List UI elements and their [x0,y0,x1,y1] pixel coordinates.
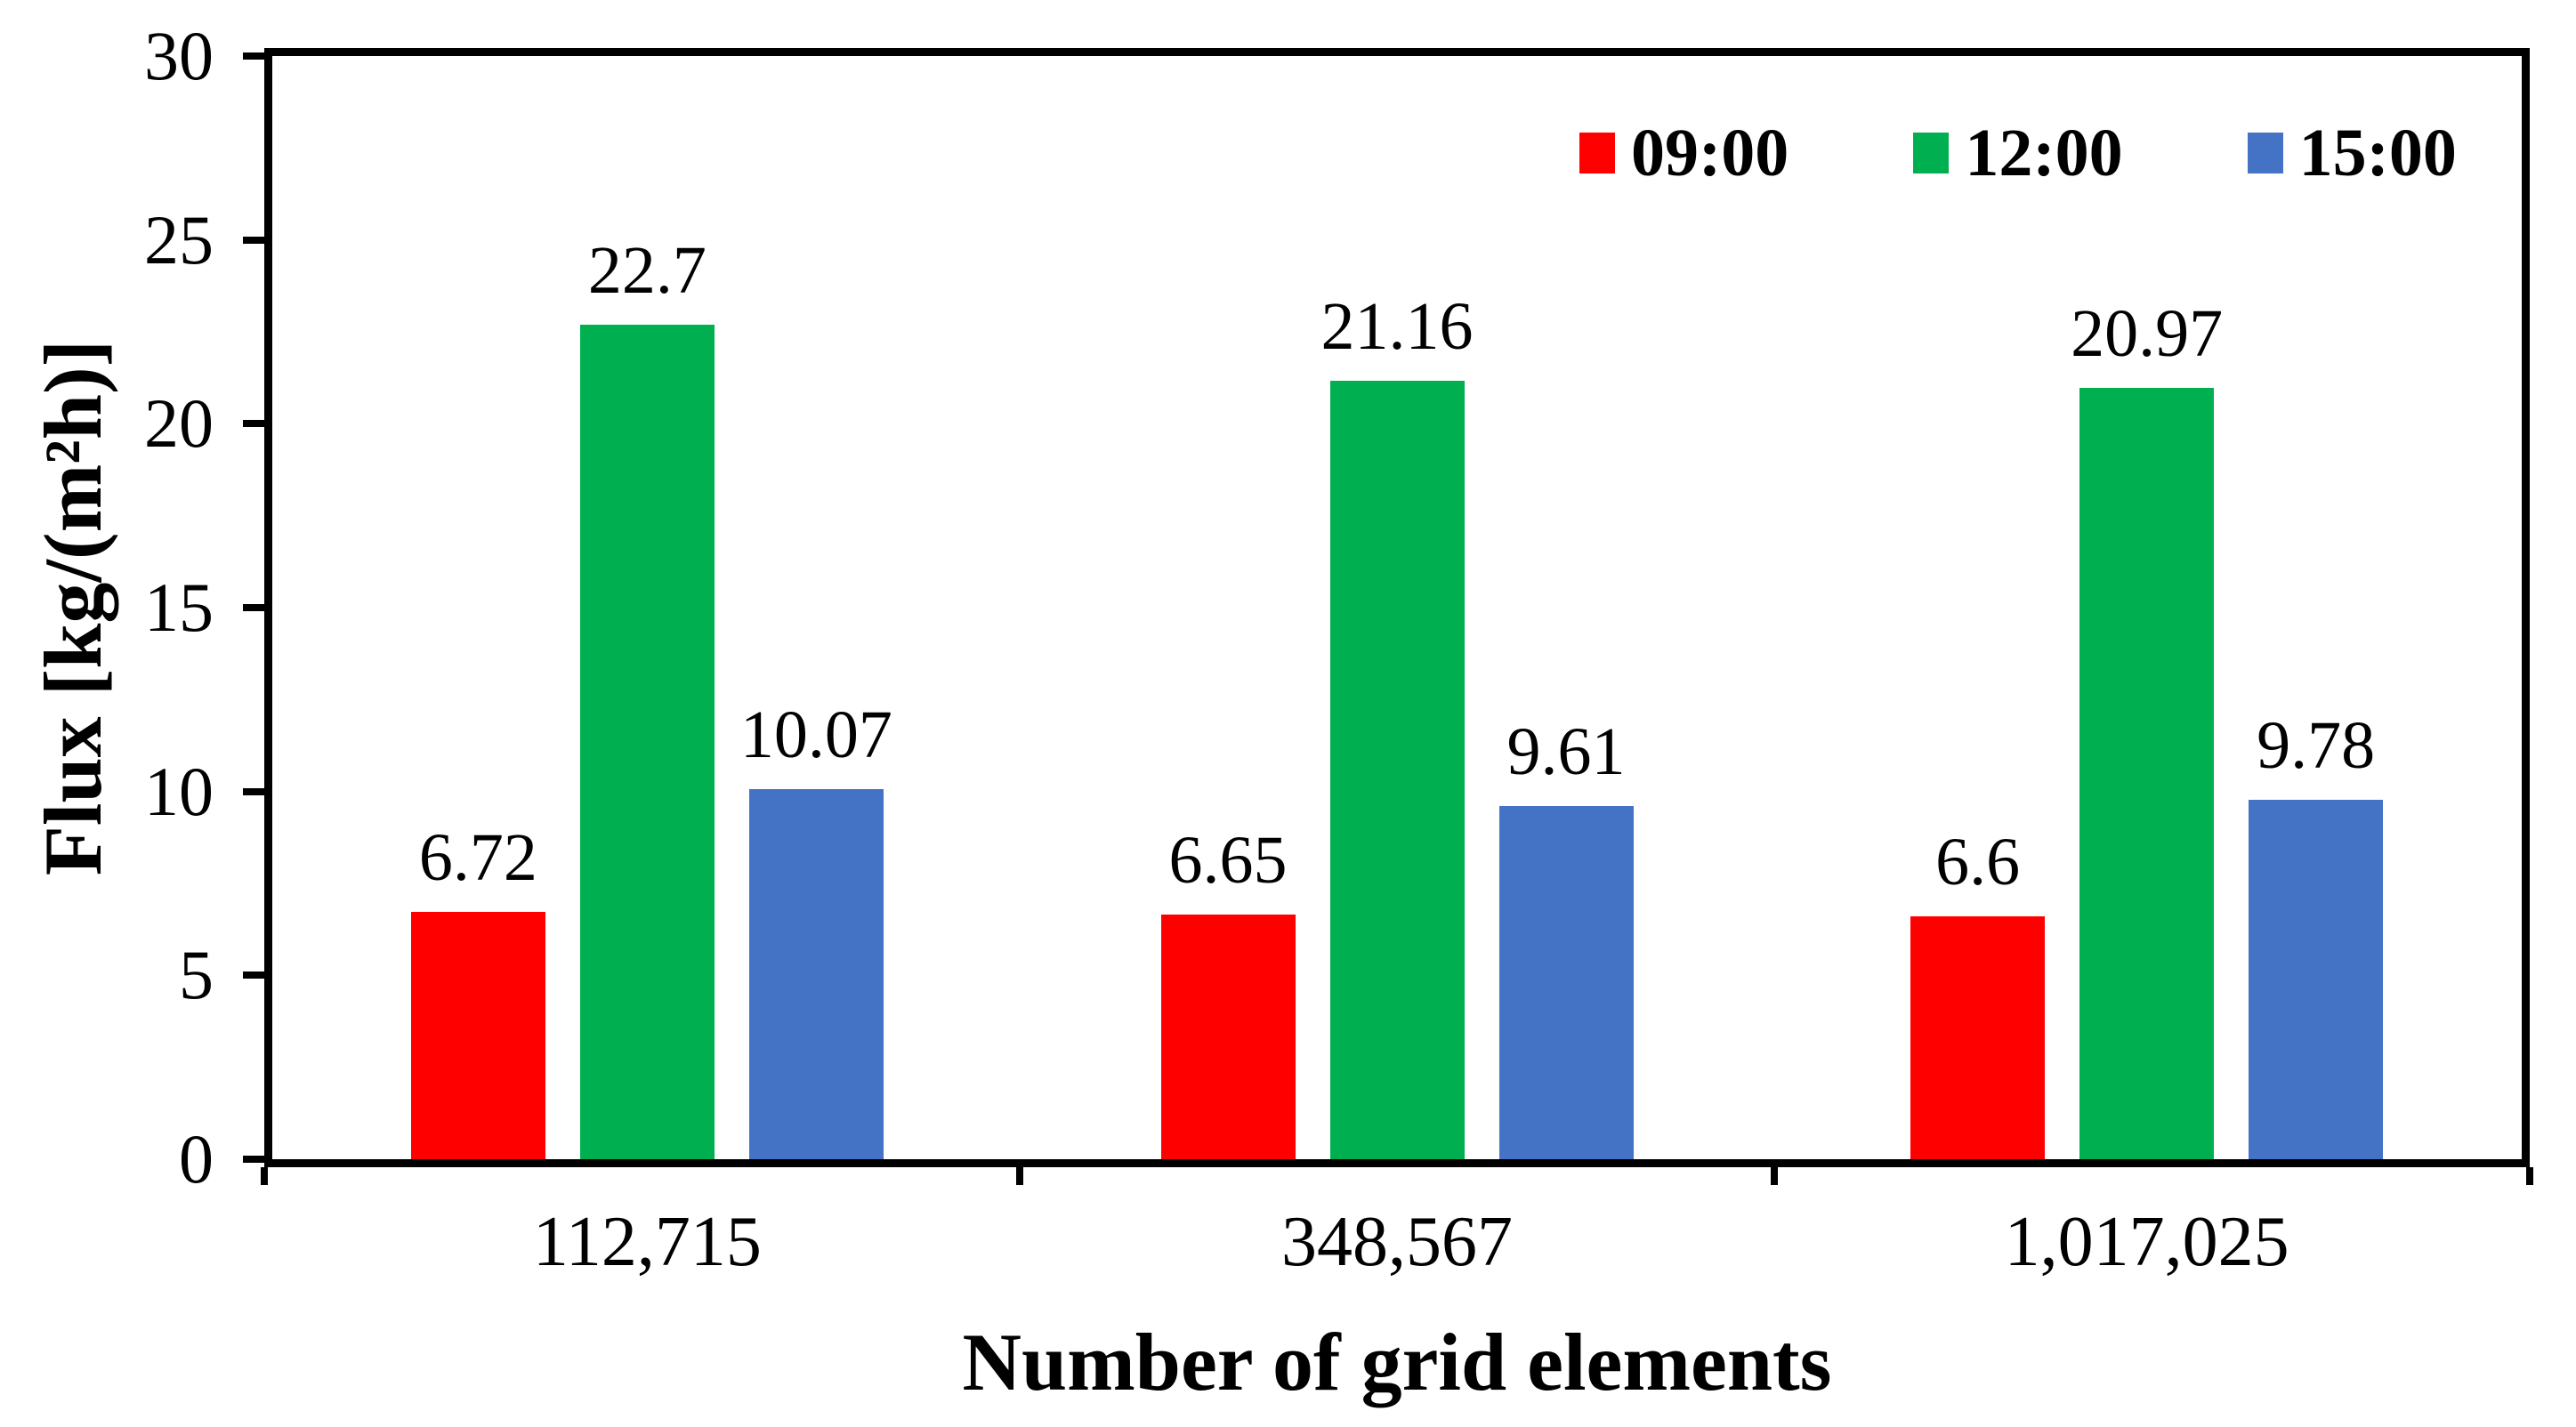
bar-value-label: 6.6 [1935,825,2021,900]
x-axis-title: Number of grid elements [962,1317,1832,1407]
bar-value-label: 6.65 [1168,823,1288,899]
y-tick-label: 20 [144,384,214,463]
legend-label: 12:00 [1965,116,2123,190]
bar-09-00-348-567 [1160,915,1296,1159]
bar-12-00-112-715 [579,324,715,1159]
bar-value-label: 6.72 [418,820,537,896]
y-tick-label: 0 [179,1120,214,1197]
bar-value-label: 9.78 [2257,707,2376,783]
y-tick-label: 5 [179,936,214,1014]
bar-15-00-1-017-025 [2249,799,2384,1159]
y-axis-tick [243,787,264,795]
bar-value-label: 22.7 [587,232,707,308]
legend-swatch-icon [1579,133,1615,173]
x-axis-tick [1771,1167,1779,1185]
bar-15-00-348-567 [1498,805,1634,1159]
legend: 09:00 12:00 15:00 [1579,116,2457,190]
x-category-label: 112,715 [532,1203,762,1281]
bar-15-00-112-715 [748,788,884,1159]
y-axis-tick [243,52,264,60]
x-axis-tick [2526,1167,2533,1185]
x-category-label: 1,017,025 [2004,1203,2289,1281]
bar-09-00-1-017-025 [1910,916,2046,1159]
legend-item-15-00: 15:00 [2247,116,2457,190]
legend-label: 09:00 [1631,116,1789,190]
bar-value-label: 20.97 [2071,296,2224,372]
bar-09-00-112-715 [410,912,545,1159]
legend-label: 15:00 [2298,116,2457,190]
bar-value-label: 9.61 [1506,714,1626,789]
y-tick-label: 25 [144,200,214,278]
y-tick-label: 30 [144,17,214,94]
y-axis-tick [243,420,264,428]
y-axis-tick [243,604,264,611]
x-category-label: 348,567 [1281,1203,1513,1281]
y-axis-tick [243,971,264,980]
legend-swatch-icon [1913,133,1950,173]
y-axis-tick [243,1156,264,1163]
bar-value-label: 10.07 [739,697,892,772]
bar-12-00-348-567 [1329,381,1465,1159]
x-axis-tick [261,1167,268,1185]
y-tick-label: 10 [144,752,214,830]
bar-value-label: 21.16 [1320,289,1474,365]
bar-12-00-1-017-025 [2079,388,2215,1159]
legend-swatch-icon [2247,133,2283,173]
y-axis-tick [243,236,264,244]
y-tick-label: 15 [144,568,214,646]
legend-item-12-00: 12:00 [1913,116,2123,190]
x-axis-tick [1015,1167,1023,1185]
legend-item-09-00: 09:00 [1579,116,1789,190]
